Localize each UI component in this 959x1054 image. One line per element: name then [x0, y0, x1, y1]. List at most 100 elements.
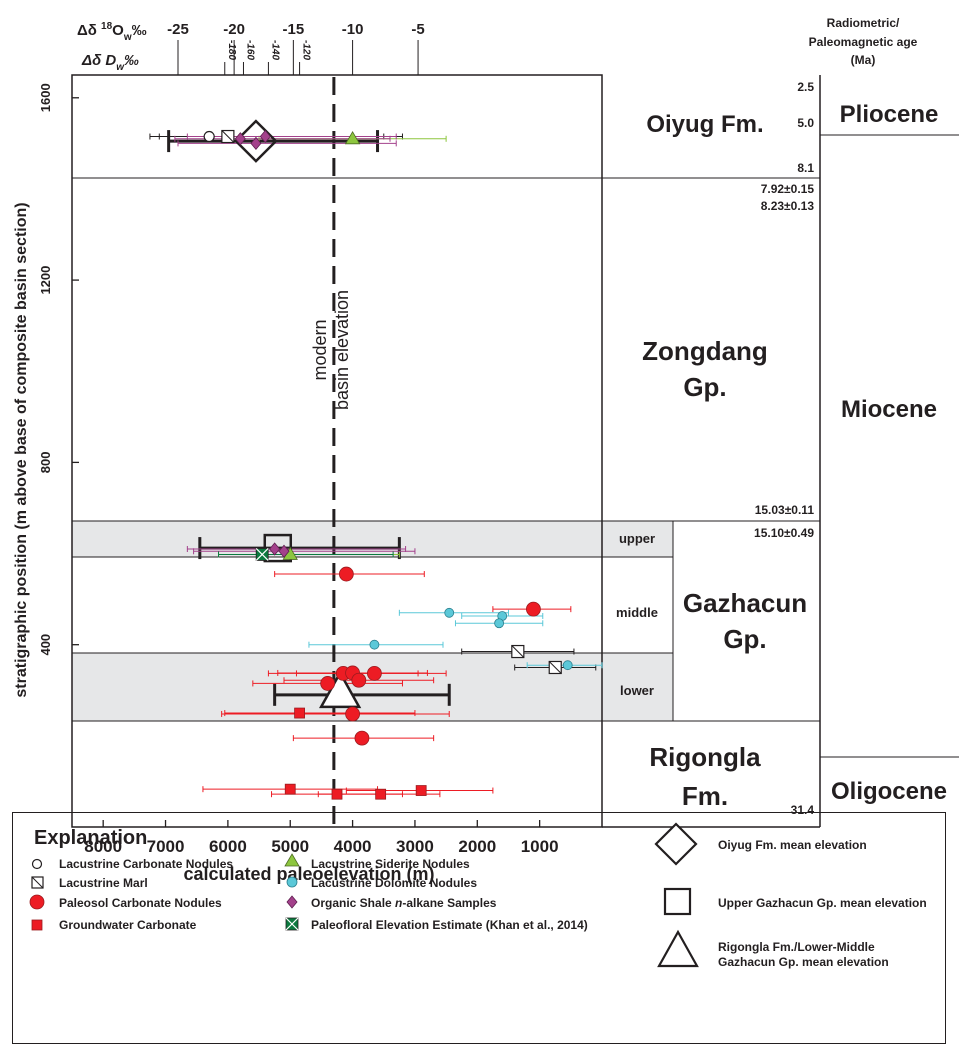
data-point: [369, 639, 380, 650]
legend-marker-x: [285, 917, 299, 931]
subunit-lower: lower: [620, 683, 654, 698]
legend-label: Upper Gazhacun Gp. mean elevation: [718, 896, 927, 910]
data-point: [367, 666, 382, 681]
legend-label: Rigongla Fm./Lower-Middle: [718, 940, 875, 954]
data-points: [149, 119, 603, 800]
reference-line-label: modern: [310, 319, 330, 380]
data-point: [294, 707, 305, 719]
legend-label: Paleosol Carbonate Nodules: [59, 896, 222, 910]
y-tick-label: 800: [38, 452, 53, 474]
legend-label: Organic Shale n-alkane Samples: [311, 896, 497, 910]
data-point: [320, 676, 336, 691]
x-tick-label: 4000: [334, 837, 372, 856]
top-tick-label-d18O: -5: [411, 21, 424, 38]
x-tick-label: 6000: [209, 837, 247, 856]
age-header-line1: Radiometric/: [827, 16, 900, 30]
subunit-upper: upper: [619, 531, 655, 546]
data-point: [526, 601, 541, 617]
x-tick-label: 2000: [458, 837, 496, 856]
data-point: [234, 132, 246, 146]
legend-marker-green-triangle: [284, 853, 300, 867]
data-point: [331, 788, 343, 800]
formation-zongdang-gp: Gp.: [683, 372, 726, 402]
legend-marker-red-circle: [29, 894, 45, 910]
legend-label: Lacustrine Marl: [59, 876, 148, 890]
age-label: 5.0: [797, 116, 814, 130]
legend-label: Groundwater Carbonate: [59, 918, 197, 932]
age-label: 8.23±0.13: [761, 199, 815, 213]
data-point: [345, 706, 360, 722]
age-label: 15.10±0.49: [754, 526, 814, 540]
data-point: [344, 131, 361, 145]
x-tick-label: 1000: [521, 837, 559, 856]
age-label: 2.5: [797, 80, 814, 94]
top-tick-label-d18O: -20: [223, 21, 245, 38]
data-point-x: [255, 548, 269, 561]
formation-rigongla-fm: Fm.: [682, 781, 728, 811]
legend-label: Paleofloral Elevation Estimate (Khan et …: [311, 918, 588, 932]
age-label: 31.4: [791, 803, 815, 817]
shaded-band-lower: [72, 653, 673, 721]
top-axis-dD-label: Δδ Dw‰: [81, 52, 139, 73]
formation-zongdang: Zongdang: [642, 336, 768, 366]
legend-marker-blue-circle: [286, 876, 298, 888]
top-tick-label-dD: -120: [301, 40, 312, 60]
legend-title: Explanation: [34, 827, 147, 849]
data-point-slash: [511, 645, 525, 658]
data-point: [203, 130, 215, 143]
y-axis-title: stratigraphic position (m above base of …: [13, 202, 30, 697]
data-point: [338, 566, 354, 582]
age-header-line3: (Ma): [851, 53, 876, 67]
legend-marker-slash: [31, 876, 44, 889]
legend-marker-open-triangle: [657, 929, 699, 968]
top-axis-d18O-label: Δδ 18Ow‰: [77, 21, 147, 43]
age-label: 15.03±0.11: [755, 503, 815, 517]
epoch-pliocene: Pliocene: [840, 101, 939, 128]
legend-marker-open-diamond: [654, 822, 698, 866]
epoch-oligocene: Oligocene: [831, 778, 947, 805]
data-point-slash: [221, 130, 235, 143]
top-tick-label-dD: -160: [244, 40, 255, 60]
data-point: [562, 660, 573, 671]
x-tick-label: 3000: [396, 837, 434, 856]
legend-label: Lacustrine Carbonate Nodules: [59, 857, 233, 871]
x-tick-label: 7000: [147, 837, 185, 856]
data-point: [375, 788, 387, 800]
legend-svg: Explanation Lacustrine Carbonate Nodules…: [29, 822, 927, 969]
top-tick-label-d18O: -25: [167, 21, 189, 38]
plot-frame: [71, 74, 603, 828]
data-point: [494, 618, 505, 629]
top-tick-label-dD: -140: [269, 40, 280, 60]
top-tick-label-d18O: -15: [283, 21, 305, 38]
reference-line-label: basin elevation: [332, 290, 352, 410]
data-point: [250, 136, 262, 150]
x-axis-title: calculated paleoelevation (m): [183, 864, 434, 884]
data-point-slash: [548, 661, 562, 674]
top-tick-label-d18O: -10: [342, 21, 364, 38]
data-point: [284, 783, 296, 795]
formation-gazhacun-gp: Gp.: [723, 624, 766, 654]
formation-rigongla: Rigongla: [649, 742, 761, 772]
subunit-middle: middle: [616, 605, 658, 620]
legend-marker-red-square: [31, 919, 43, 931]
data-point: [354, 730, 370, 746]
formation-oiyug: Oiyug Fm.: [646, 111, 763, 138]
legend-label: Lacustrine Dolomite Nodules: [311, 876, 477, 890]
legend-label: Oiyug Fm. mean elevation: [718, 838, 867, 852]
age-label: 8.1: [797, 161, 814, 175]
y-tick-label: 400: [38, 634, 53, 656]
legend-marker-open-square: [663, 887, 692, 916]
age-header-line2: Paleomagnetic age: [809, 35, 918, 49]
data-point: [351, 672, 367, 688]
y-tick-label: 1600: [38, 83, 53, 112]
x-tick-label: 5000: [271, 837, 309, 856]
legend-label: Gazhacun Gp. mean elevation: [718, 955, 889, 969]
formation-gazhacun: Gazhacun: [683, 588, 807, 618]
axes: 8000 7000 6000 5000 4000 3000 2000 1000 400 800 12…: [38, 21, 559, 856]
data-point: [444, 607, 455, 618]
y-tick-label: 1200: [38, 266, 53, 295]
data-point: [269, 542, 281, 556]
legend-marker-circle-open: [31, 858, 43, 870]
data-point: [278, 544, 290, 558]
